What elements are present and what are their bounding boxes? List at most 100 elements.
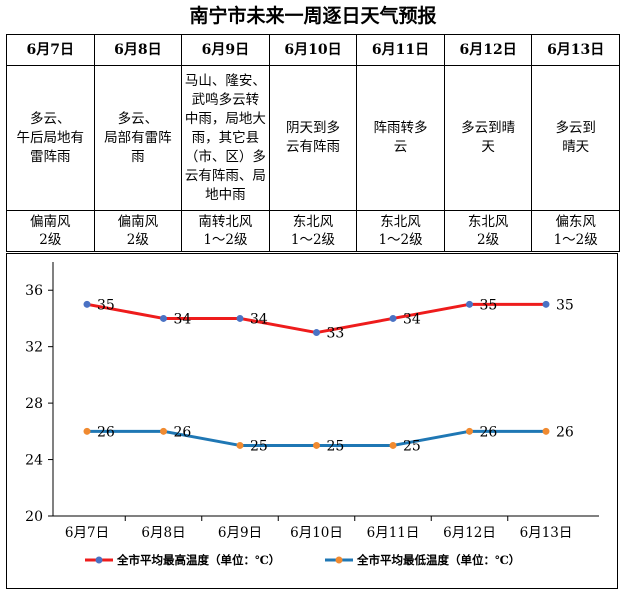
- weather-line: 晴天: [562, 139, 590, 155]
- x-tick-label: 6月8日: [141, 525, 185, 541]
- data-point: [236, 441, 244, 449]
- wind-cell: 东北风 1～2级: [356, 210, 445, 252]
- wind-cell: 偏南风 2级: [93, 210, 183, 252]
- y-tick-label: 28: [25, 396, 43, 412]
- wind-level: 1～2级: [290, 232, 336, 248]
- x-tick-label: 6月9日: [218, 525, 262, 541]
- data-label: 25: [403, 438, 421, 454]
- wind-level: 1～2级: [203, 232, 248, 248]
- data-point: [83, 300, 91, 308]
- forecast-table: 6月7日 6月8日 6月9日 6月10日 6月11日 6月12日 6月13日 多…: [6, 34, 620, 252]
- data-label: 35: [97, 297, 115, 313]
- data-label: 25: [250, 438, 268, 454]
- weather-cell: 马山、隆安、 武鸣多云转 中雨，局地大 雨，其它县 （市、区）多 云有阵雨、局 …: [181, 65, 270, 211]
- data-point: [160, 427, 167, 435]
- y-tick-label: 24: [25, 453, 43, 469]
- weather-cell: 阵雨转多 云: [356, 65, 445, 211]
- temperature-chart: 20 24 28 32 36 6月7日 6月8日 6月9日 6月10日 6月11日 6月12日 6月1…: [6, 253, 618, 589]
- weather-cell: 多云到晴 天: [443, 65, 533, 211]
- data-point: [466, 300, 473, 308]
- data-label: 26: [97, 424, 115, 440]
- x-tick-label: 6月10日: [290, 525, 343, 541]
- x-tick-label: 6月13日: [520, 525, 573, 541]
- y-tick-label: 32: [25, 340, 43, 356]
- data-label: 34: [250, 311, 268, 327]
- wind-level: 1～2级: [553, 232, 598, 248]
- wind-direction: 偏南风: [30, 214, 71, 230]
- x-tick-label: 6月11日: [367, 525, 420, 541]
- weather-cell: 阴天到多 云有阵雨: [268, 65, 358, 211]
- data-label: 26: [556, 424, 574, 440]
- data-label: 35: [480, 297, 498, 313]
- y-tick-label: 36: [25, 283, 43, 299]
- data-label: 34: [174, 311, 192, 327]
- weather-line: 局部有雷阵: [104, 129, 172, 146]
- date-cell: 6月11日: [356, 34, 445, 66]
- wind-direction: 偏南风: [117, 214, 159, 230]
- data-point: [389, 441, 397, 449]
- wind-cell: 偏南风 2级: [6, 210, 95, 252]
- weather-line: 多云、: [117, 110, 159, 127]
- wind-level: 1～2级: [378, 232, 423, 248]
- wind-cell: 东北风 2级: [443, 210, 533, 252]
- weather-line: 武鸣多云转: [191, 91, 260, 108]
- data-point: [466, 427, 473, 435]
- data-label: 33: [327, 326, 345, 342]
- wind-cell: 南转北风 1～2级: [181, 210, 270, 252]
- wind-row: 偏南风 2级 偏南风 2级 南转北风 1～2级 东北风 1～2级 东北风 1～2级 东北风…: [6, 210, 620, 252]
- weather-cell: 多云、 局部有雷阵 雨: [93, 65, 183, 211]
- date-cell: 6月12日: [443, 34, 533, 66]
- weather-line: 云有阵雨: [285, 139, 340, 155]
- wind-direction: 东北风: [467, 214, 509, 230]
- data-point: [83, 427, 91, 435]
- weather-line: 地中雨: [205, 186, 246, 203]
- legend-marker: [335, 556, 343, 564]
- wind-direction: 南转北风: [198, 214, 253, 230]
- data-label: 26: [174, 424, 192, 440]
- x-tick-label: 6月7日: [65, 525, 109, 541]
- weather-line: 多云、: [30, 110, 71, 127]
- wind-direction: 东北风: [380, 214, 421, 230]
- weather-row: 多云、 午后局地有 雷阵雨 多云、 局部有雷阵 雨 马山、隆安、 武鸣多云转 中…: [6, 65, 620, 211]
- wind-cell: 偏东风 1～2级: [531, 210, 620, 252]
- data-label: 26: [480, 424, 498, 440]
- wind-level: 2级: [126, 232, 149, 248]
- data-point: [160, 314, 167, 322]
- data-point: [542, 300, 550, 308]
- weather-line: 雨，其它县: [191, 129, 260, 146]
- date-row: 6月7日 6月8日 6月9日 6月10日 6月11日 6月12日 6月13日: [6, 34, 620, 66]
- x-tick-label: 6月12日: [443, 525, 496, 541]
- wind-level: 2级: [39, 232, 62, 248]
- weather-cell: 多云到 晴天: [531, 65, 620, 211]
- date-cell: 6月13日: [531, 34, 620, 66]
- date-cell: 6月10日: [268, 34, 358, 66]
- weather-line: 雷阵雨: [30, 148, 71, 165]
- weather-line: （市、区）多: [184, 148, 266, 165]
- date-cell: 6月8日: [93, 34, 183, 66]
- date-cell: 6月9日: [181, 34, 270, 66]
- wind-direction: 东北风: [292, 214, 334, 230]
- weather-line: 云: [393, 139, 408, 155]
- weather-line: 云有阵雨、局: [184, 167, 266, 184]
- data-point: [313, 441, 320, 449]
- weather-line: 中雨，局地大: [184, 110, 266, 127]
- weather-line: 多云到晴: [461, 120, 516, 136]
- legend-label: 全市平均最高温度（单位：℃）: [116, 553, 280, 567]
- data-point: [389, 314, 397, 322]
- date-cell: 6月7日: [6, 34, 95, 66]
- weather-line: 阵雨转多: [373, 120, 428, 136]
- weather-line: 午后局地有: [16, 129, 85, 146]
- weather-line: 阴天到多: [285, 120, 340, 136]
- weather-line: 天: [481, 139, 495, 155]
- data-label: 35: [556, 297, 574, 313]
- y-tick-label: 20: [25, 509, 43, 525]
- data-point: [236, 314, 244, 322]
- weather-line: 多云到: [555, 120, 596, 136]
- wind-cell: 东北风 1～2级: [268, 210, 358, 252]
- series-line: [86, 302, 546, 335]
- weather-cell: 多云、 午后局地有 雷阵雨: [6, 65, 95, 211]
- data-point: [313, 329, 320, 337]
- data-label: 25: [327, 438, 345, 454]
- page-title: 南宁市未来一周逐日天气预报: [189, 5, 437, 27]
- data-label: 34: [403, 311, 421, 327]
